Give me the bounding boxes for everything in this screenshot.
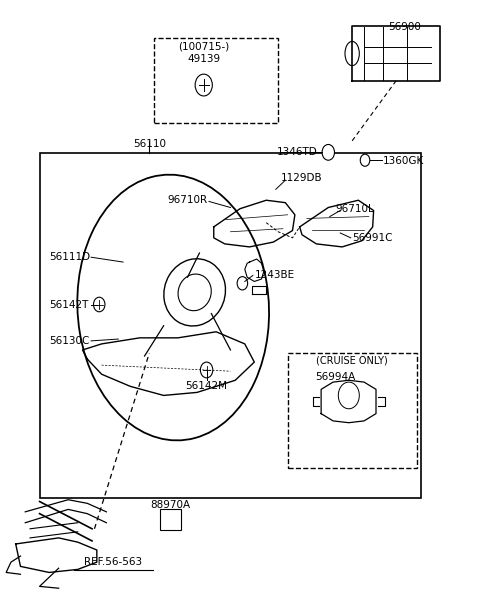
Text: 56142T: 56142T (49, 300, 88, 309)
Text: 1360GK: 1360GK (383, 157, 424, 166)
Circle shape (237, 276, 248, 290)
Text: 88970A: 88970A (151, 499, 191, 510)
Text: 56900: 56900 (388, 22, 421, 32)
Text: 49139: 49139 (187, 54, 220, 64)
Bar (160, 509, 181, 530)
Text: (CRUISE ONLY): (CRUISE ONLY) (316, 355, 388, 365)
Text: 1346TD: 1346TD (277, 147, 318, 157)
Circle shape (200, 362, 213, 378)
Bar (39, 153, 421, 499)
Text: 1243BE: 1243BE (254, 270, 294, 280)
Ellipse shape (345, 41, 360, 66)
Text: 96710R: 96710R (168, 195, 207, 205)
Bar (154, 38, 278, 122)
Text: 56110: 56110 (133, 139, 166, 149)
Text: 56991C: 56991C (352, 233, 393, 243)
Circle shape (195, 74, 212, 96)
Text: 56130C: 56130C (49, 336, 89, 346)
Text: (100715-): (100715-) (178, 42, 229, 52)
Bar (288, 353, 417, 468)
Text: 56994A: 56994A (315, 372, 356, 382)
Text: 1129DB: 1129DB (281, 174, 323, 183)
Text: 56142M: 56142M (186, 381, 228, 392)
Text: REF.56-563: REF.56-563 (84, 557, 143, 566)
Circle shape (322, 144, 335, 160)
Text: 56111D: 56111D (49, 252, 90, 262)
Circle shape (360, 154, 370, 166)
Circle shape (94, 297, 105, 312)
Text: 96710L: 96710L (335, 205, 374, 214)
